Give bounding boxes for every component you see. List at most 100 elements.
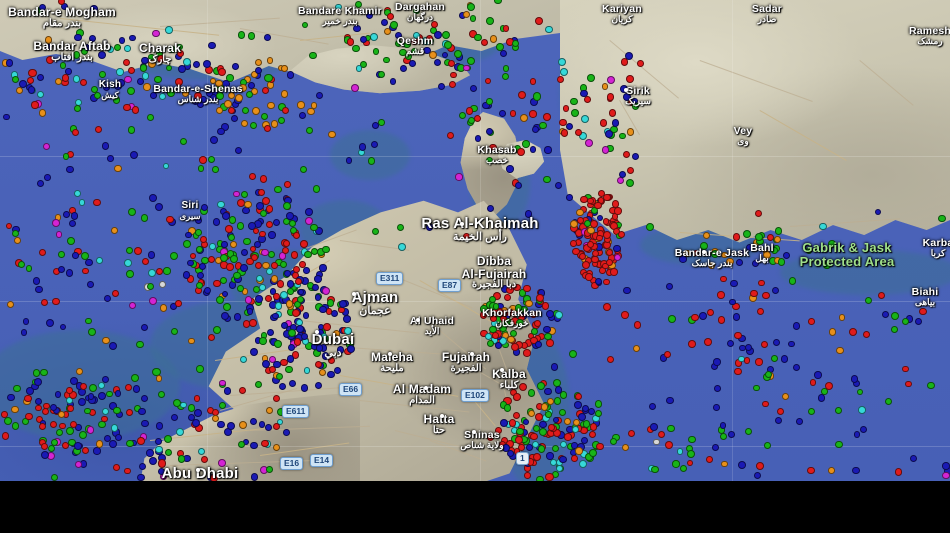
vessel-marker[interactable] [196, 272, 204, 280]
vessel-marker[interactable] [158, 459, 167, 468]
vessel-marker[interactable] [525, 299, 533, 308]
vessel-marker[interactable] [204, 286, 212, 294]
vessel-marker[interactable] [410, 38, 418, 46]
vessel-marker[interactable] [734, 367, 742, 376]
vessel-marker[interactable] [721, 460, 729, 468]
vessel-marker[interactable] [309, 51, 317, 60]
vessel-marker[interactable] [474, 135, 482, 142]
vessel-marker[interactable] [494, 342, 502, 350]
vessel-marker[interactable] [126, 270, 134, 278]
vessel-marker[interactable] [42, 142, 51, 151]
vessel-marker[interactable] [107, 155, 114, 162]
vessel-marker[interactable] [574, 128, 582, 136]
vessel-marker[interactable] [453, 50, 462, 58]
vessel-marker[interactable] [186, 275, 194, 283]
vessel-marker[interactable] [264, 125, 272, 133]
vessel-marker[interactable] [273, 360, 282, 369]
vessel-marker[interactable] [280, 90, 288, 98]
vessel-marker[interactable] [743, 357, 751, 365]
vessel-marker[interactable] [215, 79, 223, 88]
vessel-marker[interactable] [250, 473, 259, 481]
vessel-marker[interactable] [745, 243, 754, 252]
vessel-marker[interactable] [157, 467, 166, 476]
vessel-marker[interactable] [305, 126, 314, 135]
vessel-marker[interactable] [560, 68, 569, 77]
vessel-marker[interactable] [371, 121, 379, 129]
vessel-marker[interactable] [649, 402, 657, 410]
vessel-marker[interactable] [273, 340, 282, 349]
vessel-marker[interactable] [764, 370, 772, 378]
vessel-marker[interactable] [159, 304, 168, 313]
vessel-marker[interactable] [282, 239, 290, 247]
vessel-marker[interactable] [303, 267, 310, 274]
vessel-marker[interactable] [255, 380, 263, 388]
vessel-marker[interactable] [466, 3, 475, 12]
vessel-marker[interactable] [148, 60, 157, 69]
vessel-marker[interactable] [141, 72, 150, 80]
vessel-marker[interactable] [777, 407, 785, 415]
vessel-marker[interactable] [25, 413, 33, 421]
vessel-marker[interactable] [281, 107, 290, 115]
vessel-marker[interactable] [127, 208, 136, 217]
vessel-marker[interactable] [250, 418, 258, 426]
vessel-marker[interactable] [570, 97, 579, 106]
vessel-marker[interactable] [78, 431, 87, 440]
vessel-marker[interactable] [346, 38, 355, 46]
vessel-marker[interactable] [919, 307, 927, 316]
vessel-marker[interactable] [413, 7, 420, 15]
vessel-marker[interactable] [212, 218, 221, 226]
vessel-marker[interactable] [608, 109, 617, 117]
vessel-marker[interactable] [101, 407, 109, 415]
vessel-marker[interactable] [304, 250, 312, 259]
vessel-marker[interactable] [390, 20, 399, 29]
vessel-marker[interactable] [564, 418, 572, 425]
vessel-marker[interactable] [272, 422, 280, 430]
vessel-marker[interactable] [508, 419, 517, 427]
vessel-marker[interactable] [188, 337, 195, 345]
vessel-marker[interactable] [226, 74, 234, 82]
vessel-marker[interactable] [264, 34, 272, 42]
vessel-marker[interactable] [720, 275, 727, 283]
vessel-marker[interactable] [814, 371, 822, 379]
vessel-marker[interactable] [299, 261, 307, 268]
vessel-marker[interactable] [265, 205, 274, 213]
vessel-marker[interactable] [322, 245, 330, 254]
vessel-marker[interactable] [182, 271, 190, 279]
vessel-marker[interactable] [574, 392, 582, 400]
vessel-marker[interactable] [192, 419, 201, 427]
vessel-marker[interactable] [367, 157, 376, 165]
vessel-marker[interactable] [42, 402, 50, 410]
vessel-marker[interactable] [12, 229, 20, 237]
vessel-marker[interactable] [626, 128, 635, 136]
vessel-marker[interactable] [125, 246, 133, 255]
vessel-marker[interactable] [264, 423, 272, 431]
vessel-marker[interactable] [726, 257, 734, 266]
vessel-marker[interactable] [212, 325, 221, 334]
vessel-marker[interactable] [688, 340, 696, 349]
vessel-marker[interactable] [128, 302, 137, 310]
vessel-marker[interactable] [576, 208, 584, 216]
vessel-marker[interactable] [575, 447, 583, 455]
vessel-marker[interactable] [72, 75, 81, 83]
vessel-marker[interactable] [146, 282, 155, 291]
vessel-marker[interactable] [108, 439, 117, 448]
vessel-marker[interactable] [218, 67, 226, 76]
vessel-marker[interactable] [103, 435, 112, 443]
vessel-marker[interactable] [34, 398, 43, 406]
vessel-marker[interactable] [34, 404, 42, 412]
vessel-marker[interactable] [69, 391, 77, 400]
vessel-marker[interactable] [627, 429, 635, 438]
vessel-marker[interactable] [738, 249, 746, 257]
vessel-marker[interactable] [668, 315, 676, 323]
vessel-marker[interactable] [26, 387, 34, 396]
vessel-marker[interactable] [284, 180, 291, 188]
vessel-marker[interactable] [98, 391, 107, 400]
vessel-marker[interactable] [97, 381, 105, 390]
vessel-marker[interactable] [533, 424, 541, 433]
vessel-marker[interactable] [74, 104, 82, 112]
vessel-marker[interactable] [33, 369, 41, 377]
vessel-marker[interactable] [752, 384, 760, 392]
vessel-marker[interactable] [371, 227, 379, 235]
vessel-marker[interactable] [220, 311, 229, 320]
vessel-marker[interactable] [280, 291, 289, 300]
